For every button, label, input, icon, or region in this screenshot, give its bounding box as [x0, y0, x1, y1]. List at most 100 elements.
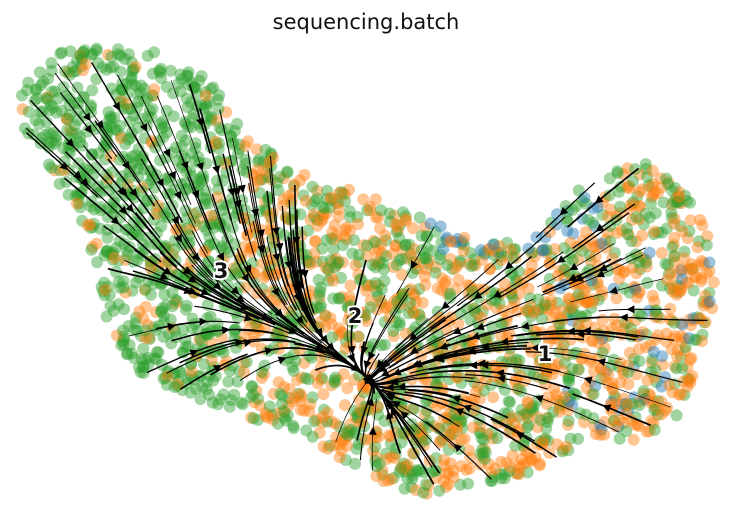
cell-point: [322, 274, 335, 287]
cell-point: [521, 466, 534, 479]
cell-point: [205, 354, 218, 367]
cell-point: [706, 302, 719, 315]
cell-point: [380, 453, 393, 466]
cell-point: [331, 257, 344, 269]
cell-point: [541, 416, 554, 428]
cell-point: [540, 411, 553, 424]
cell-point: [29, 114, 42, 127]
cell-point: [417, 466, 430, 479]
cell-point: [541, 354, 553, 367]
cell-point: [557, 396, 570, 408]
cell-point: [283, 213, 295, 225]
cell-point: [644, 197, 657, 210]
cell-point: [365, 279, 378, 292]
cell-point: [143, 331, 156, 344]
cell-point: [321, 415, 334, 428]
cell-point: [221, 279, 234, 292]
cell-point: [68, 96, 81, 109]
cell-point: [488, 238, 501, 251]
cell-point: [329, 371, 342, 384]
cell-point: [65, 127, 78, 139]
cell-point: [64, 146, 76, 159]
cell-point: [311, 214, 324, 226]
cell-point: [703, 295, 716, 308]
cell-point: [636, 326, 649, 339]
streamline-arrow: [112, 101, 120, 111]
cell-point: [100, 310, 113, 323]
scatter-points: [16, 42, 720, 500]
cell-point: [568, 278, 581, 291]
cell-point: [640, 341, 653, 354]
cell-point: [691, 241, 704, 254]
cell-point: [669, 192, 682, 205]
cell-point: [529, 451, 542, 464]
cell-point: [48, 164, 61, 177]
cell-point: [16, 89, 28, 102]
cell-point: [649, 333, 662, 346]
cell-point: [675, 330, 688, 342]
cell-point: [245, 411, 258, 424]
cell-point: [324, 312, 337, 325]
cell-point: [314, 285, 327, 298]
cell-point: [633, 420, 645, 433]
cell-point: [385, 451, 397, 464]
cell-point: [195, 171, 208, 184]
cell-point: [336, 187, 349, 200]
cell-point: [45, 57, 58, 69]
cell-point: [583, 249, 596, 262]
cell-point: [161, 370, 174, 383]
cell-point: [520, 408, 533, 421]
cell-point: [101, 244, 114, 257]
cell-point: [444, 291, 457, 304]
cell-point: [98, 249, 111, 262]
cell-point: [205, 112, 218, 125]
cell-point: [197, 173, 210, 186]
cell-point: [551, 357, 564, 370]
cell-point: [172, 154, 184, 167]
cell-point: [610, 319, 623, 332]
cell-point: [622, 179, 635, 192]
cell-point: [687, 284, 700, 297]
cell-point: [119, 253, 132, 266]
cell-point: [561, 399, 574, 411]
cell-point: [385, 473, 398, 486]
streamline-arrow: [163, 148, 171, 158]
cell-point: [379, 234, 392, 247]
cell-point: [651, 187, 664, 200]
cell-point: [416, 296, 429, 309]
cell-point: [633, 399, 646, 412]
cell-point: [144, 262, 157, 275]
cell-point: [397, 206, 410, 219]
cell-point: [45, 161, 58, 174]
cell-point: [371, 400, 384, 413]
cell-point: [76, 64, 89, 77]
cell-point: [104, 248, 117, 261]
cell-point: [94, 204, 107, 217]
cell-point: [681, 372, 694, 385]
cell-point: [697, 256, 710, 269]
cell-point: [362, 279, 374, 291]
cell-point: [127, 63, 139, 76]
cell-point: [267, 413, 280, 426]
cell-point: [28, 94, 41, 107]
cell-point: [483, 243, 495, 256]
cell-point: [682, 277, 695, 290]
cell-point: [315, 361, 328, 373]
cell-point: [370, 450, 382, 463]
cell-point: [395, 289, 408, 302]
cell-point: [270, 327, 283, 340]
cell-point: [553, 405, 566, 418]
cell-point: [263, 156, 276, 169]
cell-point: [576, 311, 589, 323]
cell-point: [407, 447, 419, 459]
streamline-arrow: [596, 269, 605, 278]
cell-point: [105, 202, 118, 215]
cell-point: [673, 186, 686, 199]
cell-point: [681, 360, 694, 373]
cell-point: [525, 401, 538, 413]
cell-point: [113, 235, 126, 248]
cell-point: [455, 434, 468, 447]
streamline: [572, 203, 636, 249]
cell-point: [49, 130, 62, 143]
streamline: [266, 190, 298, 311]
